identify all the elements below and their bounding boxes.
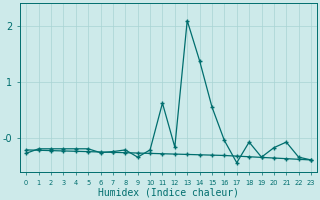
X-axis label: Humidex (Indice chaleur): Humidex (Indice chaleur) [98, 187, 239, 197]
